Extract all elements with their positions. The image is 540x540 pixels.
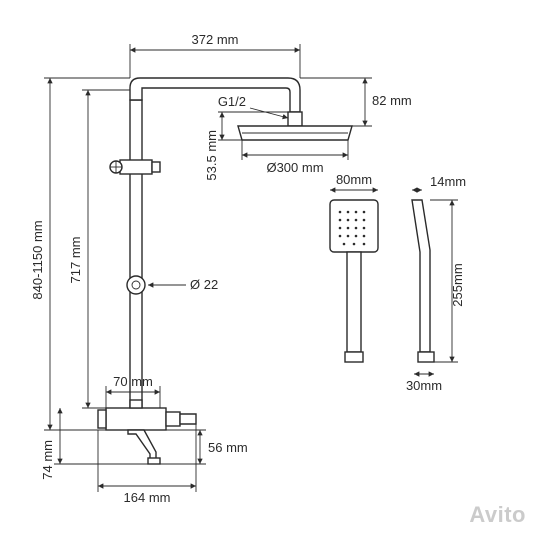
label-mixer-w: 164 mm — [124, 490, 171, 505]
dim-riser-mid: 717 mm — [68, 90, 130, 408]
dim-hand-side-t: 14mm — [412, 174, 466, 190]
label-riser-dia: Ø 22 — [190, 277, 218, 292]
label-spout-len: 70 mm — [113, 374, 153, 389]
dim-head-drop: 82 mm — [300, 78, 412, 126]
label-hand-w: 80mm — [336, 172, 372, 187]
shower-column — [98, 78, 352, 464]
dim-thread: G1/2 — [218, 94, 288, 118]
label-thread: G1/2 — [218, 94, 246, 109]
hand-shower-front — [330, 200, 378, 362]
label-hand-side-b: 30mm — [406, 378, 442, 393]
hand-shower-side — [412, 200, 434, 362]
technical-drawing: 372 mm 82 mm Ø300 mm G1/2 53.5 mm Ø 22 7… — [0, 0, 540, 540]
label-hand-h: 255mm — [450, 263, 465, 306]
label-head-drop: 82 mm — [372, 93, 412, 108]
label-hand-side-t: 14mm — [430, 174, 466, 189]
label-spout-drop: 56 mm — [208, 440, 248, 455]
dim-spout-drop: 56 mm — [160, 430, 248, 464]
watermark: Avito — [469, 502, 526, 528]
label-head-dia: Ø300 mm — [266, 160, 323, 175]
dim-hand-w: 80mm — [330, 172, 378, 190]
dim-head-dia: Ø300 mm — [242, 140, 348, 175]
dim-hand-side-b: 30mm — [406, 374, 442, 393]
label-mixer-h: 74 mm — [40, 440, 55, 480]
dim-hand-h: 255mm — [430, 200, 465, 362]
label-riser-mid: 717 mm — [68, 237, 83, 284]
label-riser-range: 840-1150 mm — [30, 220, 45, 299]
dim-top-arm: 372 mm — [130, 32, 300, 78]
label-head-thick: 53.5 mm — [204, 130, 219, 181]
label-top-arm: 372 mm — [192, 32, 239, 47]
dim-riser-dia: Ø 22 — [148, 277, 218, 292]
